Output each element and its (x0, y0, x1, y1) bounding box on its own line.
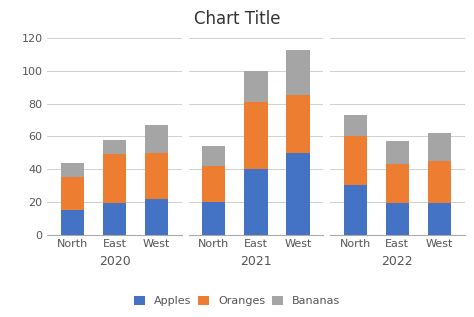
Bar (202, 166, 226, 202)
Bar (61, 177, 84, 210)
Bar (286, 153, 310, 235)
X-axis label: 2022: 2022 (382, 255, 413, 268)
Bar (386, 164, 409, 204)
Bar (202, 146, 226, 166)
Bar (245, 71, 267, 102)
Bar (145, 153, 168, 198)
Bar (61, 210, 84, 235)
Bar (386, 141, 409, 164)
Bar (428, 161, 451, 204)
Bar (344, 115, 367, 136)
Bar (428, 133, 451, 161)
Bar (245, 169, 267, 235)
Bar (103, 154, 126, 204)
Bar (103, 204, 126, 235)
Bar (344, 185, 367, 235)
Bar (103, 139, 126, 154)
Bar (344, 136, 367, 185)
Text: Chart Title: Chart Title (194, 10, 280, 28)
Bar (145, 125, 168, 153)
Bar (386, 204, 409, 235)
Bar (61, 163, 84, 177)
Bar (428, 204, 451, 235)
Bar (202, 202, 226, 235)
Bar (145, 198, 168, 235)
X-axis label: 2021: 2021 (240, 255, 272, 268)
Bar (286, 49, 310, 95)
X-axis label: 2020: 2020 (99, 255, 130, 268)
Bar (245, 102, 267, 169)
Bar (286, 95, 310, 153)
Legend: Apples, Oranges, Bananas: Apples, Oranges, Bananas (132, 294, 342, 308)
